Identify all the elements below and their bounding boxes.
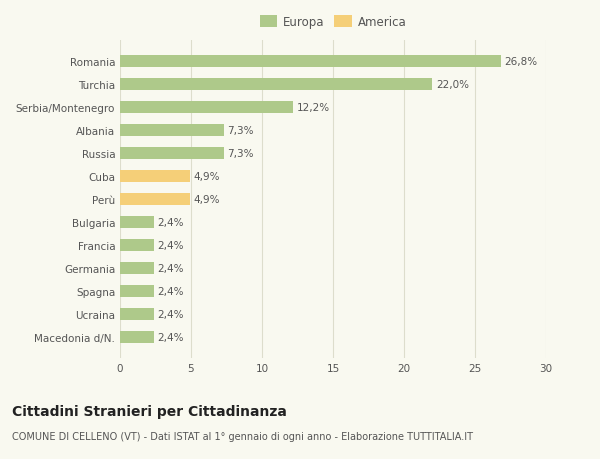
Bar <box>120 262 154 275</box>
Bar <box>120 285 154 298</box>
Legend: Europa, America: Europa, America <box>256 12 410 32</box>
Text: 2,4%: 2,4% <box>158 218 184 228</box>
Text: 7,3%: 7,3% <box>227 149 254 159</box>
Text: 12,2%: 12,2% <box>297 103 330 113</box>
Text: COMUNE DI CELLENO (VT) - Dati ISTAT al 1° gennaio di ogni anno - Elaborazione TU: COMUNE DI CELLENO (VT) - Dati ISTAT al 1… <box>12 431 473 442</box>
Bar <box>120 239 154 252</box>
Text: Cittadini Stranieri per Cittadinanza: Cittadini Stranieri per Cittadinanza <box>12 404 287 418</box>
Text: 22,0%: 22,0% <box>436 80 469 90</box>
Bar <box>120 78 433 91</box>
Text: 4,9%: 4,9% <box>193 172 220 182</box>
Bar <box>120 101 293 114</box>
Bar <box>120 56 500 68</box>
Bar <box>120 308 154 321</box>
Bar <box>120 193 190 206</box>
Bar <box>120 147 224 160</box>
Text: 2,4%: 2,4% <box>158 263 184 274</box>
Bar <box>120 216 154 229</box>
Text: 4,9%: 4,9% <box>193 195 220 205</box>
Bar <box>120 331 154 344</box>
Text: 2,4%: 2,4% <box>158 332 184 342</box>
Text: 7,3%: 7,3% <box>227 126 254 136</box>
Text: 2,4%: 2,4% <box>158 241 184 251</box>
Text: 2,4%: 2,4% <box>158 286 184 297</box>
Bar <box>120 124 224 137</box>
Text: 2,4%: 2,4% <box>158 309 184 319</box>
Bar <box>120 170 190 183</box>
Text: 26,8%: 26,8% <box>504 57 537 67</box>
